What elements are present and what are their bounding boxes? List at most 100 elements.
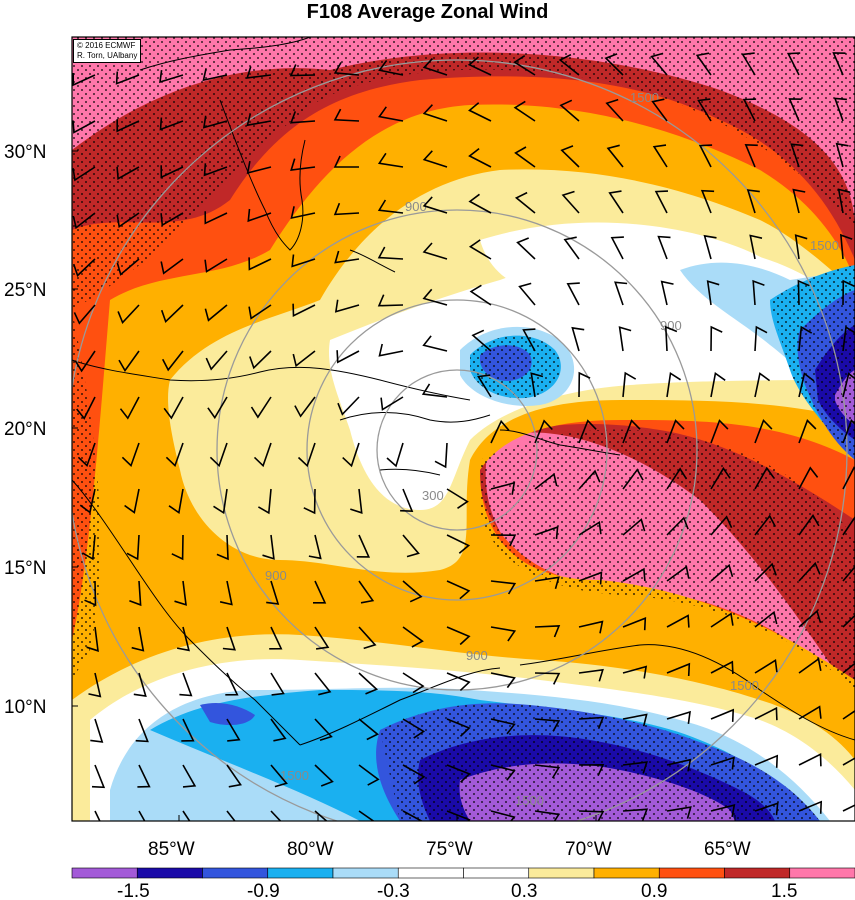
wind-barb xyxy=(835,142,849,168)
wind-barb xyxy=(253,442,272,468)
colorbar-swatch xyxy=(332,867,399,879)
wind-barb xyxy=(160,258,184,275)
wind-barb xyxy=(378,60,404,76)
wind-barb xyxy=(204,258,228,273)
wind-barb xyxy=(842,279,855,306)
wind-barb xyxy=(754,802,779,816)
wind-barb xyxy=(115,71,140,85)
wind-barb xyxy=(292,350,316,368)
wind-barb xyxy=(129,580,142,607)
wind-barb xyxy=(513,100,536,122)
wind-barb xyxy=(203,163,228,177)
wind-barb xyxy=(559,99,580,122)
wind-barb xyxy=(842,804,855,812)
wind-barb xyxy=(446,580,471,600)
wind-barb xyxy=(749,234,763,260)
wind-barb xyxy=(513,55,536,76)
wind-barb xyxy=(333,62,360,76)
wind-barb xyxy=(666,516,689,536)
wind-barb xyxy=(377,199,404,214)
wind-barb xyxy=(798,609,822,628)
wind-barb xyxy=(313,580,327,604)
colorbar-label: -0.9 xyxy=(247,881,280,900)
wind-barb xyxy=(490,810,516,821)
wind-barb xyxy=(571,326,585,352)
wind-barb xyxy=(698,144,713,168)
wind-barb xyxy=(266,580,280,605)
wind-barb xyxy=(76,396,96,420)
wind-barb xyxy=(788,98,802,122)
wind-barb xyxy=(790,143,804,168)
wind-barb xyxy=(72,212,96,230)
lat-label: 15°N xyxy=(4,558,46,579)
wind-barb xyxy=(333,202,360,216)
ring-label-1500: 1500 xyxy=(730,678,759,693)
wind-barb xyxy=(247,208,272,223)
wind-barb xyxy=(610,236,624,260)
wind-barb xyxy=(666,614,690,628)
wind-barb xyxy=(754,706,778,721)
wind-barb xyxy=(710,756,735,770)
wind-barb xyxy=(289,111,316,124)
wind-barb xyxy=(833,97,847,122)
wind-barb xyxy=(400,488,414,513)
wind-barb xyxy=(402,626,424,648)
wind-barb xyxy=(563,236,580,260)
lon-label: 65°W xyxy=(704,839,751,860)
wind-barb xyxy=(652,144,668,168)
wind-barb xyxy=(622,761,648,774)
ring-label-1500: 1500 xyxy=(810,238,839,253)
wind-barb xyxy=(566,282,580,306)
wind-barb xyxy=(179,672,193,697)
colorbar-swatch xyxy=(658,867,725,879)
lat-label: 25°N xyxy=(4,280,46,301)
wind-barb xyxy=(334,299,360,313)
wind-barb xyxy=(308,534,322,560)
wind-barb xyxy=(358,672,379,695)
wind-barb xyxy=(578,668,604,682)
ring-label-900: 900 xyxy=(405,199,427,214)
wind-barb xyxy=(754,325,768,352)
wind-barb xyxy=(754,562,777,582)
wind-barb xyxy=(333,108,360,122)
wind-barb xyxy=(358,580,375,604)
ring-label-1500: 1500 xyxy=(630,90,659,105)
wind-barb xyxy=(754,610,778,628)
wind-barb xyxy=(402,718,426,739)
wind-barb xyxy=(314,672,332,696)
wind-barb xyxy=(742,98,757,122)
wind-barb xyxy=(358,626,377,650)
wind-barb xyxy=(697,98,712,122)
wind-barb xyxy=(752,279,765,306)
wind-barb xyxy=(248,304,272,320)
wind-barb xyxy=(88,672,102,698)
wind-barb xyxy=(213,488,228,515)
wind-barb xyxy=(798,657,822,674)
wind-barb xyxy=(578,520,602,536)
wind-barb xyxy=(292,303,316,317)
wind-barb xyxy=(290,206,316,220)
wind-barb xyxy=(422,288,448,306)
wind-barb xyxy=(710,372,726,398)
wind-barb xyxy=(666,806,692,819)
wind-barb xyxy=(402,534,420,558)
wind-barb xyxy=(118,350,140,372)
wind-barb xyxy=(402,764,426,785)
wind-barb xyxy=(73,304,96,325)
wind-barb xyxy=(710,708,735,722)
wind-barb xyxy=(422,335,448,352)
wind-barb xyxy=(604,53,624,76)
wind-barb xyxy=(657,235,671,260)
wind-barb xyxy=(250,396,272,419)
wind-barb xyxy=(116,258,140,276)
wind-barb xyxy=(124,488,140,514)
wind-barb xyxy=(534,472,558,490)
wind-barb xyxy=(161,350,184,372)
wind-barb xyxy=(490,419,510,444)
wind-barb xyxy=(84,580,97,607)
wind-barb xyxy=(289,64,316,77)
lon-label: 75°W xyxy=(426,839,473,860)
credit-line: © 2016 ECMWF xyxy=(77,41,136,50)
wind-barb xyxy=(72,166,96,182)
wind-barb xyxy=(270,810,282,821)
